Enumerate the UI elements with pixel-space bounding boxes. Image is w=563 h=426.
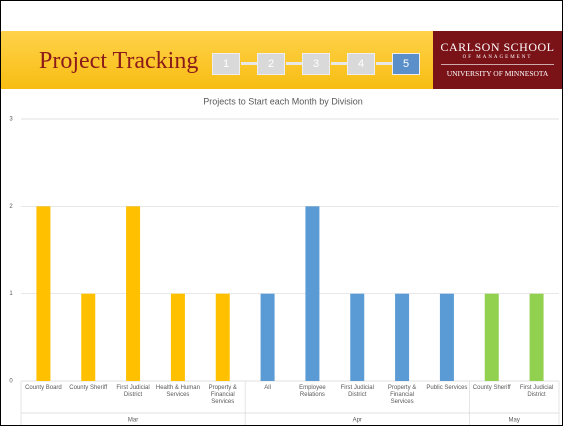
step: 3: [302, 53, 330, 75]
y-tick-label: 1: [9, 291, 13, 297]
bar: [529, 293, 544, 381]
chart-title: Projects to Start each Month by Division: [203, 96, 363, 106]
bar: [350, 293, 365, 381]
step-connector: [331, 62, 349, 65]
logo-line: CARLSON SCHOOL: [440, 40, 555, 54]
x-tick-label: County Sheriff: [472, 385, 511, 391]
group-label: Apr: [353, 418, 362, 424]
bar: [439, 293, 454, 381]
x-tick-label: All: [264, 385, 271, 391]
x-tick-label: County Sheriff: [69, 385, 108, 391]
bar: [170, 293, 185, 381]
bar: [484, 293, 499, 381]
group-label: May: [508, 418, 519, 424]
slide-title: Project Tracking: [39, 48, 199, 74]
bar: [81, 293, 96, 381]
group-label: Mar: [128, 418, 138, 424]
logo-line: OF MANAGEMENT: [462, 55, 533, 60]
x-tick-label: Employee Relations: [299, 385, 326, 398]
bar: [305, 206, 320, 381]
x-tick-label: Property & Financial Services: [387, 385, 417, 405]
x-tick-label: First Judicial District: [340, 385, 374, 398]
y-tick-label: 0: [9, 379, 13, 385]
step: 1: [212, 53, 240, 75]
bar: [215, 293, 230, 381]
y-tick-label: 2: [9, 204, 13, 210]
step: 5: [392, 53, 420, 75]
step-connector: [376, 62, 394, 65]
x-tick-label: Public Services: [426, 385, 468, 391]
bar: [126, 206, 141, 381]
y-tick-label: 3: [9, 117, 13, 123]
x-tick-label: County Board: [25, 385, 62, 391]
bar: [36, 206, 51, 381]
x-tick-label: Health & Human Services: [155, 385, 200, 398]
step: 4: [347, 53, 375, 75]
logo-line: UNIVERSITY OF MINNESOTA: [446, 69, 549, 78]
logo: CARLSON SCHOOL OF MANAGEMENT UNIVERSITY …: [433, 31, 562, 89]
step-connector: [286, 62, 304, 65]
logo-rule: [441, 64, 554, 65]
x-tick-label: First Judicial District: [519, 385, 554, 398]
bar: [260, 293, 275, 381]
bar: [395, 293, 410, 381]
step-connector: [241, 62, 259, 65]
x-tick-label: Property & Financial Services: [208, 385, 237, 405]
x-tick-label: First Judicial District: [116, 385, 150, 398]
step: 2: [257, 53, 285, 75]
